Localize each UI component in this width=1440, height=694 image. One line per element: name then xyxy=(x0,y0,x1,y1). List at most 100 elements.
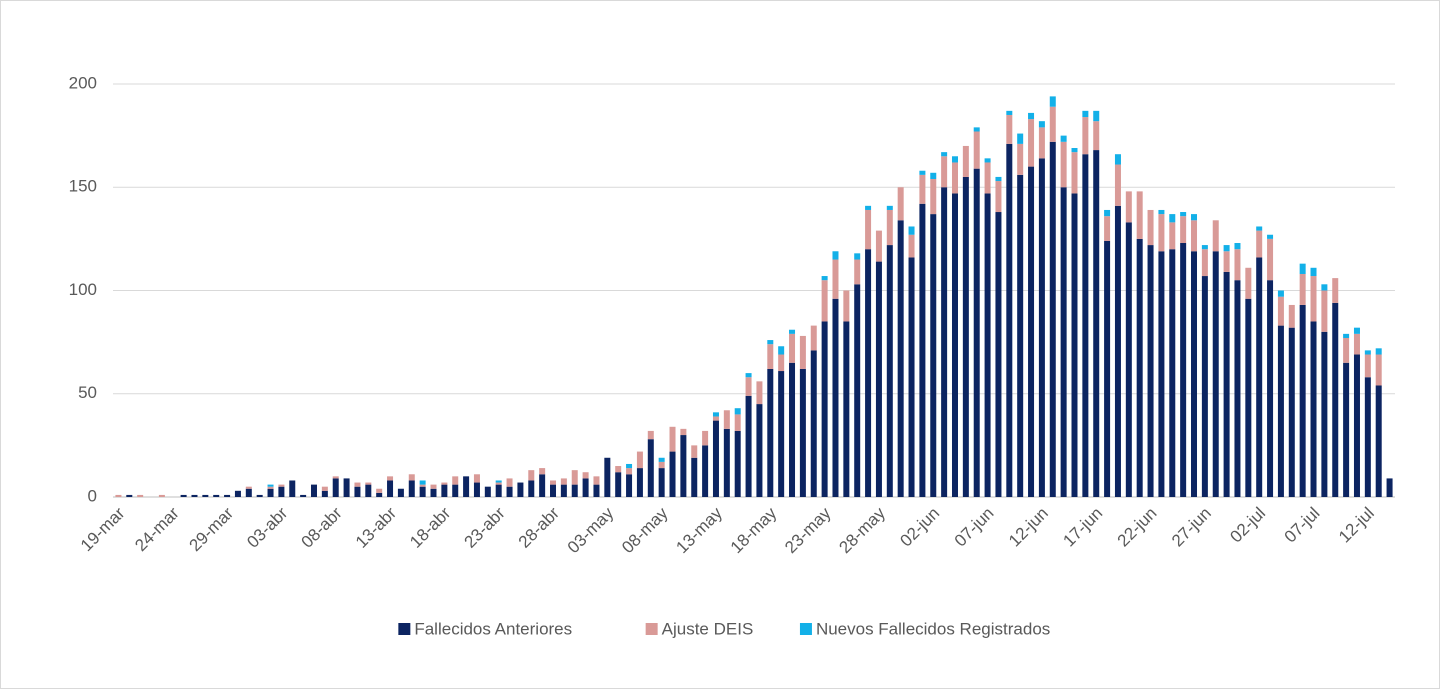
bar-segment xyxy=(886,205,893,210)
bar-segment xyxy=(1343,337,1350,363)
bar-segment xyxy=(202,494,209,497)
bar-segment xyxy=(224,494,231,497)
bar-segment xyxy=(1299,263,1306,274)
bar-segment xyxy=(158,494,165,497)
bar-segment xyxy=(897,220,904,498)
bar-segment xyxy=(441,482,448,485)
bar-segment xyxy=(941,152,948,157)
bar-segment xyxy=(832,298,839,497)
bar-segment xyxy=(1125,222,1132,498)
bar-segment xyxy=(756,404,763,497)
bar-segment xyxy=(626,474,633,497)
bar-segment xyxy=(821,276,828,281)
legend-swatch xyxy=(645,623,658,635)
bar-segment xyxy=(1223,271,1230,497)
bar-segment xyxy=(560,484,567,497)
bar-segment xyxy=(767,340,774,345)
bar-segment xyxy=(1060,141,1067,188)
bar-segment xyxy=(865,249,872,497)
bar-segment xyxy=(1093,110,1100,122)
bar-segment xyxy=(1147,209,1154,246)
bar-segment xyxy=(1169,222,1176,250)
legend-label: Ajuste DEIS xyxy=(662,619,754,638)
bar-segment xyxy=(300,494,307,497)
bar-segment xyxy=(1353,327,1360,334)
bar-segment xyxy=(734,430,741,497)
bar-segment xyxy=(484,486,491,497)
bar-segment xyxy=(441,484,448,497)
bar-segment xyxy=(343,478,350,497)
bar-segment xyxy=(908,234,915,258)
bar-segment xyxy=(745,377,752,396)
bar-segment xyxy=(723,428,730,497)
bar-segment xyxy=(419,486,426,497)
bar-segment xyxy=(680,428,687,436)
bar-segment xyxy=(1191,214,1198,221)
bar-segment xyxy=(267,488,274,497)
bar-segment xyxy=(408,474,415,481)
legend-label: Nuevos Fallecidos Registrados xyxy=(816,619,1050,638)
bar-segment xyxy=(1201,276,1208,497)
bar-segment xyxy=(669,426,676,452)
bar-segment xyxy=(941,156,948,188)
bar-segment xyxy=(973,127,980,132)
bar-segment xyxy=(495,482,502,485)
bar-segment xyxy=(1028,112,1035,120)
bar-segment xyxy=(191,494,198,497)
bar-segment xyxy=(962,145,969,177)
bar-segment xyxy=(756,381,763,405)
bar-segment xyxy=(1364,350,1371,355)
bar-segment xyxy=(865,209,872,250)
bar-segment xyxy=(1082,110,1089,118)
bar-segment xyxy=(234,490,241,497)
bar-segment xyxy=(951,162,958,194)
bar-segment xyxy=(1180,243,1187,497)
bar-segment xyxy=(1104,209,1111,217)
bar-segment xyxy=(875,230,882,262)
bar-segment xyxy=(495,484,502,497)
bar-segment xyxy=(778,354,785,372)
bar-segment xyxy=(691,445,698,458)
bar-segment xyxy=(810,325,817,351)
bar-segment xyxy=(832,251,839,260)
bar-segment xyxy=(115,494,122,497)
bar-segment xyxy=(712,420,719,497)
bar-segment xyxy=(571,470,578,485)
bar-segment xyxy=(267,484,274,487)
bar-segment xyxy=(256,494,263,497)
bar-segment xyxy=(1180,212,1187,217)
bar-segment xyxy=(332,476,339,479)
bar-segment xyxy=(528,470,535,481)
bar-segment xyxy=(767,344,774,369)
bar-segment xyxy=(1114,205,1121,497)
bar-segment xyxy=(1277,290,1284,297)
bar-segment xyxy=(1191,251,1198,497)
bar-segment xyxy=(843,321,850,497)
bar-segment xyxy=(875,261,882,497)
bar-segment xyxy=(332,478,339,497)
bar-segment xyxy=(919,170,926,175)
legend-swatch xyxy=(799,623,812,635)
bar-segment xyxy=(245,488,252,497)
bar-segment xyxy=(702,445,709,497)
bar-segment xyxy=(854,259,861,285)
bar-segment xyxy=(647,439,654,497)
bar-segment xyxy=(387,480,394,497)
bar-segment xyxy=(604,457,611,497)
bar-segment xyxy=(1332,278,1339,303)
bar-segment xyxy=(1353,354,1360,497)
bar-segment xyxy=(1201,249,1208,277)
bar-segment xyxy=(789,333,796,363)
bar-segment xyxy=(626,463,633,469)
bar-segment xyxy=(1256,230,1263,258)
bar-segment xyxy=(1245,267,1252,299)
bar-segment xyxy=(539,474,546,497)
bar-segment xyxy=(658,468,665,497)
bar-segment xyxy=(419,484,426,487)
bar-segment xyxy=(821,280,828,322)
bar-segment xyxy=(1147,245,1154,497)
bar-segment xyxy=(712,412,719,417)
bar-segment xyxy=(1321,284,1328,291)
bar-segment xyxy=(506,478,513,487)
